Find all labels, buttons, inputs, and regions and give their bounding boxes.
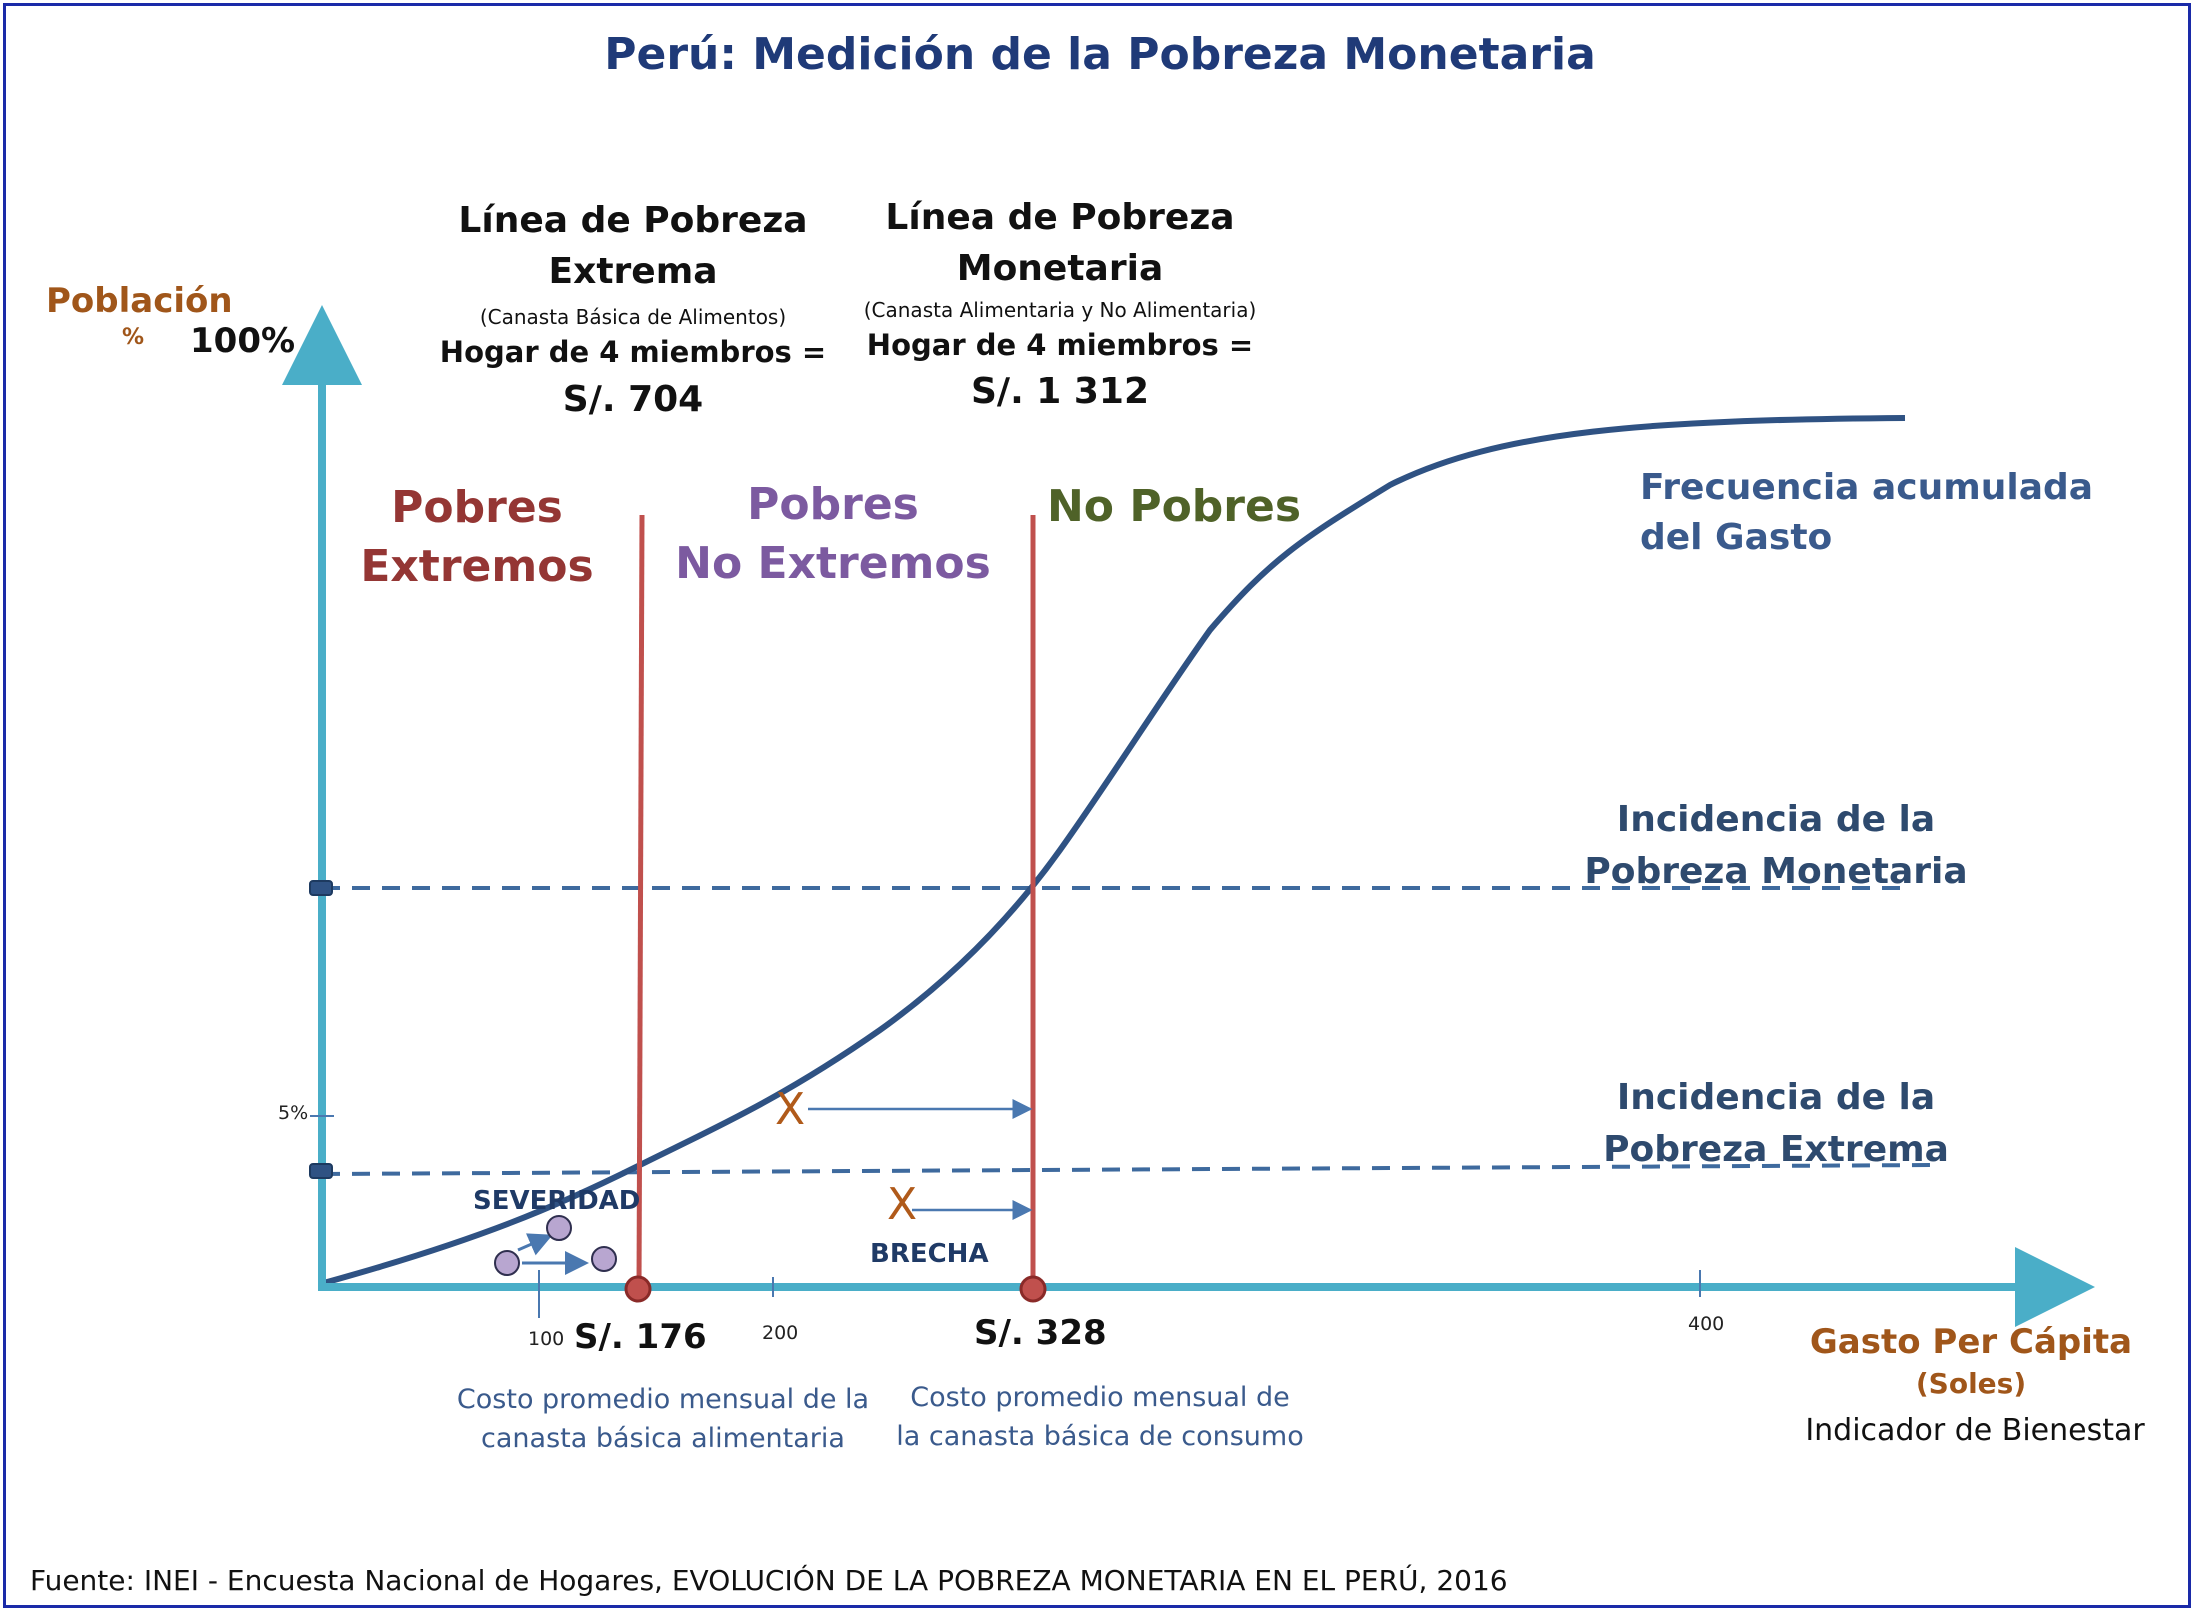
gap-marker-lower: X [887, 1179, 918, 1230]
gap-label: BRECHA [870, 1239, 989, 1269]
y-axis-label: Población [46, 281, 233, 321]
diagram-frame [3, 3, 2191, 1608]
extreme-line-dot [624, 1275, 652, 1303]
severity-label: SEVERIDAD [473, 1186, 641, 1216]
x-axis-subtitle: Indicador de Bienestar [1805, 1413, 2145, 1448]
y-axis-top-value: 100% [190, 321, 296, 361]
incidence-extreme-line2: Pobreza Extrema [1603, 1129, 1949, 1171]
y-marker-monetary [309, 880, 333, 896]
extreme-line-value: S/. 704 [562, 379, 704, 420]
x-tick-100-label: 100 [528, 1328, 565, 1350]
monetary-line-dot [1019, 1275, 1047, 1303]
monetary-line-value: S/. 1 312 [970, 371, 1150, 412]
monetary-line-note: (Canasta Alimentaria y No Alimentaria) [863, 298, 1257, 322]
region-nonpoor: No Pobres [1046, 481, 1302, 532]
region-extreme-poor-line1: Pobres [391, 482, 563, 533]
gap-marker-upper: X [775, 1084, 806, 1135]
y-marker-extreme [309, 1163, 333, 1179]
page-title: Perú: Medición de la Pobreza Monetaria [604, 29, 1596, 80]
incidence-monetary-line1: Incidencia de la [1616, 799, 1936, 840]
curve-label-line2: del Gasto [1640, 517, 1833, 559]
extreme-cost-line1: Costo promedio mensual de la [456, 1384, 870, 1415]
severity-arrow-diag [517, 1233, 553, 1256]
extreme-line-household: Hogar de 4 miembros = [439, 335, 827, 369]
region-extreme-poor-line2: Extremos [360, 541, 594, 593]
severity-dot-2 [546, 1215, 572, 1241]
incidence-monetary-label: Incidencia de la Pobreza Monetaria [1584, 794, 1967, 898]
source-note: Fuente: INEI - Encuesta Nacional de Hoga… [30, 1564, 1508, 1597]
extreme-per-capita-value: S/. 176 [574, 1317, 707, 1357]
region-nonextreme-poor-line1: Pobres [747, 479, 919, 530]
extreme-line-heading-1: Línea de Pobreza [458, 200, 808, 241]
extreme-cost-description: Costo promedio mensual de la canasta bás… [457, 1380, 869, 1458]
monetary-line-heading-2: Monetaria [956, 248, 1164, 289]
incidence-monetary-line2: Pobreza Monetaria [1584, 851, 1968, 893]
monetary-line-heading-1: Línea de Pobreza [885, 197, 1235, 238]
severity-dot-3 [591, 1246, 617, 1272]
x-tick-400-label: 400 [1688, 1313, 1725, 1335]
extreme-line-heading-2: Extrema [548, 251, 718, 292]
extreme-poverty-line [636, 514, 645, 1289]
region-nonextreme-poor-line2: No Extremos [675, 538, 991, 590]
monetary-line-household: Hogar de 4 miembros = [866, 328, 1254, 362]
x-tick-200-label: 200 [762, 1322, 799, 1344]
region-extreme-poor: Pobres Extremos [360, 478, 593, 597]
curve-label-line1: Frecuencia acumulada [1640, 467, 2094, 508]
region-nonextreme-poor: Pobres No Extremos [675, 475, 991, 594]
curve-label: Frecuencia acumulada del Gasto [1640, 463, 2093, 564]
severity-dot-1 [494, 1250, 520, 1276]
incidence-extreme-label: Incidencia de la Pobreza Extrema [1603, 1072, 1949, 1176]
monetary-per-capita-value: S/. 328 [974, 1313, 1107, 1353]
x-axis-label: Gasto Per Cápita [1809, 1322, 2133, 1362]
monetary-cost-description: Costo promedio mensual de la canasta bás… [896, 1378, 1304, 1456]
y-axis-unit: % [122, 325, 145, 350]
monetary-cost-line1: Costo promedio mensual de [910, 1382, 1290, 1413]
extreme-cost-line2: canasta básica alimentaria [481, 1423, 845, 1455]
extreme-line-note: (Canasta Básica de Alimentos) [479, 305, 787, 329]
monetary-cost-line2: la canasta básica de consumo [896, 1421, 1304, 1453]
x-axis-unit: (Soles) [1915, 1367, 2027, 1400]
y-tick-5-label: 5% [278, 1102, 309, 1124]
incidence-extreme-line1: Incidencia de la [1616, 1077, 1936, 1118]
